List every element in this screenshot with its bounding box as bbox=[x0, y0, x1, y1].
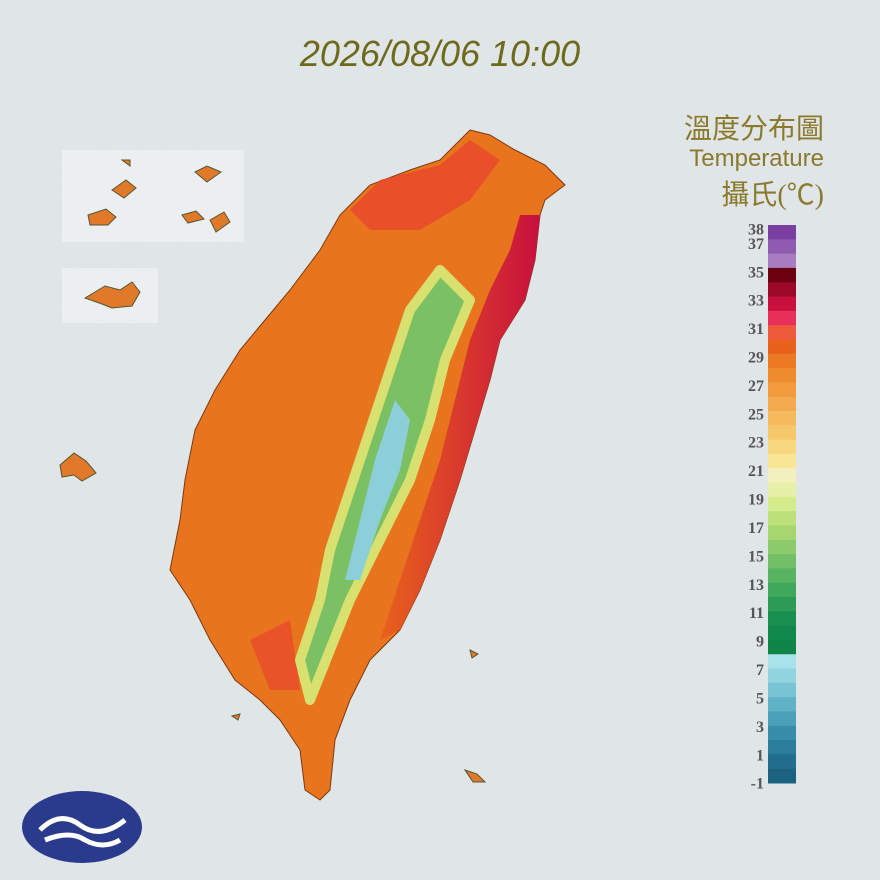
scale-band bbox=[768, 597, 796, 612]
timestamp: 2026/08/06 10:00 bbox=[299, 33, 580, 74]
scale-band bbox=[768, 725, 796, 741]
scale-band bbox=[768, 453, 796, 469]
scale-tick-label: 15 bbox=[748, 548, 764, 565]
scale-band bbox=[768, 296, 796, 312]
scale-tick-label: 33 bbox=[748, 293, 764, 310]
scale-tick-label: 19 bbox=[748, 492, 764, 509]
scale-band bbox=[768, 339, 796, 355]
scale-tick-label: -1 bbox=[751, 776, 764, 793]
legend-unit: 攝氏(℃) bbox=[721, 179, 824, 211]
scale-tick-label: 37 bbox=[748, 236, 764, 253]
scale-band bbox=[768, 468, 796, 484]
scale-tick-label: 1 bbox=[756, 747, 764, 764]
scale-band bbox=[768, 654, 796, 670]
scale-tick-label: 21 bbox=[748, 463, 764, 480]
scale-tick-label: 9 bbox=[756, 634, 764, 651]
scale-band bbox=[768, 582, 796, 598]
scale-band bbox=[768, 253, 796, 269]
scale-tick-label: 3 bbox=[756, 719, 764, 736]
scale-band bbox=[768, 768, 796, 784]
scale-band bbox=[768, 539, 796, 555]
scale-tick-label: 23 bbox=[748, 435, 764, 452]
scale-band bbox=[768, 496, 796, 512]
scale-band bbox=[768, 368, 796, 383]
scale-band bbox=[768, 740, 796, 755]
scale-band bbox=[768, 639, 796, 655]
scale-band bbox=[768, 754, 796, 770]
scale-band bbox=[768, 411, 796, 426]
scale-band bbox=[768, 225, 796, 240]
scale-tick-label: 29 bbox=[748, 350, 764, 367]
scale-band bbox=[768, 353, 796, 369]
scale-band bbox=[768, 396, 796, 412]
scale-tick-label: 27 bbox=[748, 378, 764, 395]
scale-tick-label: 7 bbox=[756, 662, 764, 679]
scale-tick-label: 31 bbox=[748, 321, 764, 338]
scale-band bbox=[768, 282, 796, 298]
scale-band bbox=[768, 697, 796, 712]
scale-band bbox=[768, 310, 796, 326]
scale-band bbox=[768, 511, 796, 526]
legend-title: 溫度分布圖 bbox=[684, 113, 824, 145]
scale-band bbox=[768, 525, 796, 541]
scale-band bbox=[768, 711, 796, 727]
scale-tick-label: 5 bbox=[756, 690, 764, 707]
scale-band bbox=[768, 267, 796, 283]
logo bbox=[22, 791, 142, 863]
scale-band bbox=[768, 239, 796, 255]
scale-tick-label: 13 bbox=[748, 577, 764, 594]
scale-band bbox=[768, 668, 796, 684]
legend-subtitle: Temperature bbox=[689, 145, 824, 172]
scale-tick-label: 35 bbox=[748, 264, 764, 281]
scale-band bbox=[768, 439, 796, 455]
scale-tick-label: 11 bbox=[749, 605, 764, 622]
scale-tick-label: 38 bbox=[748, 222, 764, 239]
scale-tick-label: 25 bbox=[748, 406, 764, 423]
scale-tick-label: 17 bbox=[748, 520, 764, 537]
scale-band bbox=[768, 325, 796, 340]
scale-band bbox=[768, 568, 796, 584]
scale-band bbox=[768, 554, 796, 569]
scale-band bbox=[768, 625, 796, 641]
scale-band bbox=[768, 482, 796, 498]
taiwan bbox=[59, 129, 566, 801]
scale-band bbox=[768, 425, 796, 441]
scale-band bbox=[768, 682, 796, 698]
scale-band bbox=[768, 611, 796, 627]
inset-boxes bbox=[62, 150, 244, 323]
scale-band bbox=[768, 382, 796, 398]
